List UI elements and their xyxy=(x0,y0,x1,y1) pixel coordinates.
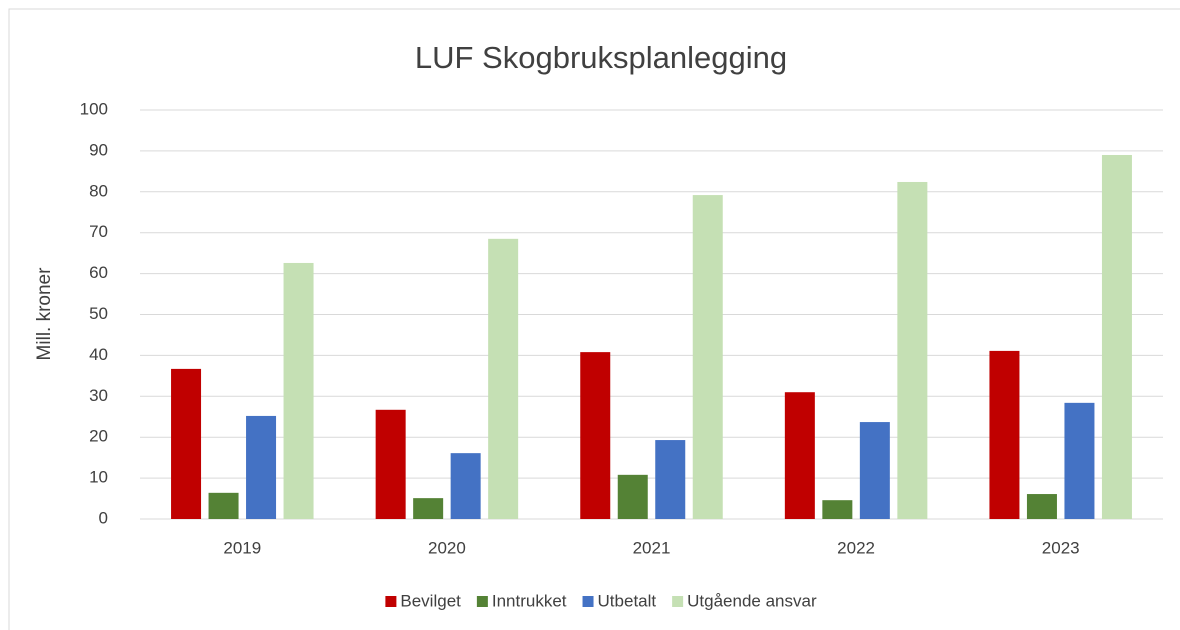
chart-border xyxy=(8,8,1180,630)
y-tick-label: 90 xyxy=(89,140,108,159)
bar xyxy=(580,352,611,519)
bar xyxy=(1064,402,1095,519)
y-tick-label: 70 xyxy=(89,222,108,241)
bar xyxy=(246,415,277,519)
bar xyxy=(784,392,815,519)
legend-swatch xyxy=(385,596,397,607)
legend-swatch xyxy=(672,596,684,607)
bar xyxy=(208,492,239,519)
y-tick-label: 0 xyxy=(99,508,108,527)
x-tick-label: 2022 xyxy=(837,538,875,557)
legend-label: Utbetalt xyxy=(598,591,657,610)
bar xyxy=(375,409,406,519)
y-tick-label: 30 xyxy=(89,386,108,405)
bar xyxy=(1101,154,1132,520)
bar xyxy=(1026,494,1057,519)
chart-title: LUF Skogbruksplanlegging xyxy=(415,40,787,75)
y-tick-label: 40 xyxy=(89,345,108,364)
y-tick-label: 60 xyxy=(89,263,108,282)
legend-swatch xyxy=(476,596,488,607)
y-tick-label: 10 xyxy=(89,468,108,487)
bar xyxy=(488,238,519,519)
legend-label: Utgående ansvar xyxy=(687,591,817,610)
bar xyxy=(655,440,686,519)
bar xyxy=(989,350,1020,519)
y-tick-label: 50 xyxy=(89,304,108,323)
legend-swatch xyxy=(582,596,594,607)
bar xyxy=(822,500,853,519)
bar xyxy=(413,498,444,519)
y-axis-label: Mill. kroner xyxy=(34,267,55,361)
y-tick-label: 80 xyxy=(89,181,108,200)
x-tick-label: 2020 xyxy=(428,538,466,557)
bar xyxy=(171,368,202,519)
y-tick-label: 100 xyxy=(80,99,108,118)
x-tick-label: 2023 xyxy=(1042,538,1080,557)
x-tick-label: 2021 xyxy=(633,538,671,557)
bar xyxy=(897,181,928,519)
x-tick-label: 2019 xyxy=(223,538,261,557)
bar xyxy=(450,453,481,519)
y-tick-label: 20 xyxy=(89,427,108,446)
legend-label: Bevilget xyxy=(400,591,461,610)
bar xyxy=(692,195,723,519)
bar xyxy=(859,422,890,519)
bar xyxy=(283,262,314,519)
legend-label: Inntrukket xyxy=(492,591,567,610)
bar xyxy=(617,474,648,519)
